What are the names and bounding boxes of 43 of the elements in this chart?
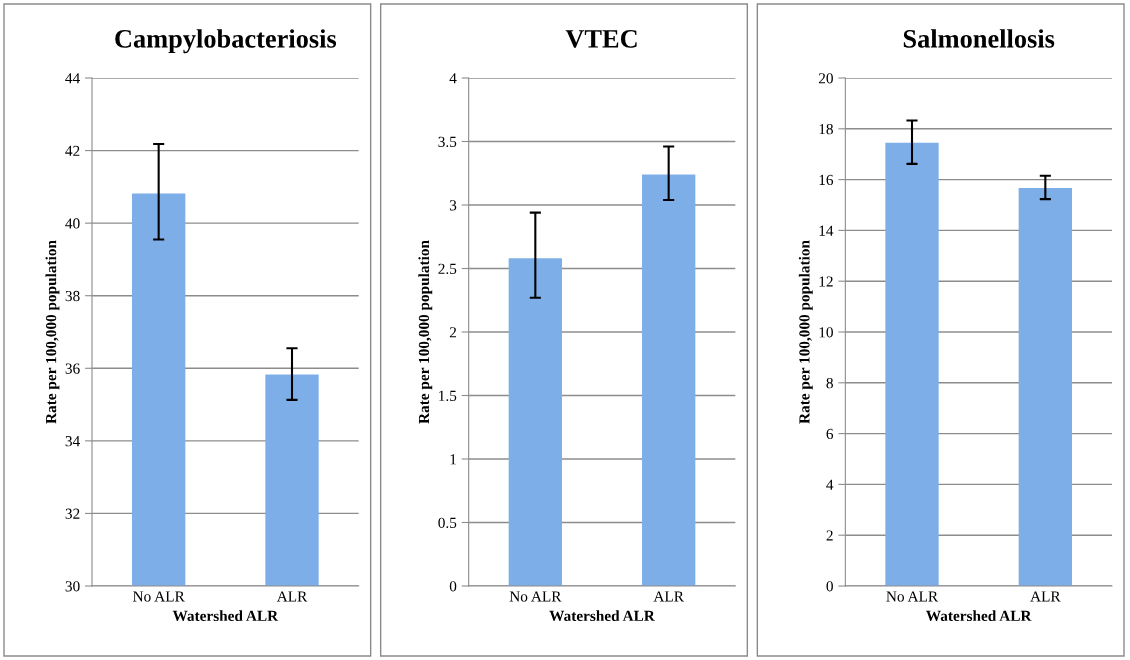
x-tick-label: No ALR xyxy=(886,591,939,602)
y-tick-label: 44 xyxy=(65,73,80,84)
y-tick-label: 1 xyxy=(450,454,456,465)
x-axis-title: Watershed ALR xyxy=(172,610,279,622)
y-tick-label: 3.5 xyxy=(438,136,457,148)
y-tick-label: 20 xyxy=(818,73,833,84)
y-tick-label: 10 xyxy=(819,327,833,338)
x-tick-label: ALR xyxy=(276,591,308,602)
y-tick-label: 2.5 xyxy=(438,263,457,275)
y-tick-label: 2 xyxy=(449,327,457,338)
y-tick-label: 32 xyxy=(65,508,80,519)
y-tick-label: 8 xyxy=(826,377,833,389)
y-tick-label: 14 xyxy=(819,225,834,236)
x-axis-title: Watershed ALR xyxy=(549,610,655,622)
y-tick-label: 0 xyxy=(826,581,833,592)
y-tick-label: 12 xyxy=(819,276,833,287)
y-tick-label: 38 xyxy=(65,290,80,302)
y-tick-label: 40 xyxy=(65,218,80,229)
x-tick-label: No ALR xyxy=(509,591,562,602)
y-axis-title: Rate per 100,000 population xyxy=(418,240,433,424)
x-tick-label: ALR xyxy=(1030,591,1061,602)
y-axis-title: Rate per 100,000 population xyxy=(45,240,60,424)
y-tick-label: 2 xyxy=(826,530,833,541)
y-tick-label: 34 xyxy=(65,436,80,447)
y-tick-label: 30 xyxy=(65,581,80,592)
chart-title: Salmonellosis xyxy=(903,29,1055,48)
x-axis-title: Watershed ALR xyxy=(926,610,1032,622)
y-tick-label: 4 xyxy=(449,73,457,84)
y-tick-label: 0.5 xyxy=(438,517,457,529)
y-tick-label: 1.5 xyxy=(439,390,457,402)
y-tick-label: 16 xyxy=(819,174,834,186)
x-tick-label: No ALR xyxy=(133,591,185,602)
y-tick-label: 4 xyxy=(826,479,834,490)
y-tick-label: 18 xyxy=(819,123,833,135)
x-tick-label: ALR xyxy=(653,591,684,602)
chart-title: VTEC xyxy=(565,29,637,48)
chart-title: Campylobacteriosis xyxy=(115,29,337,54)
y-axis-title: Rate per 100,000 population xyxy=(798,240,813,424)
y-tick-label: 6 xyxy=(826,428,834,440)
y-tick-label: 0 xyxy=(449,581,457,592)
y-tick-label: 42 xyxy=(65,145,80,156)
y-tick-label: 3 xyxy=(449,200,457,211)
y-tick-label: 36 xyxy=(65,363,80,374)
